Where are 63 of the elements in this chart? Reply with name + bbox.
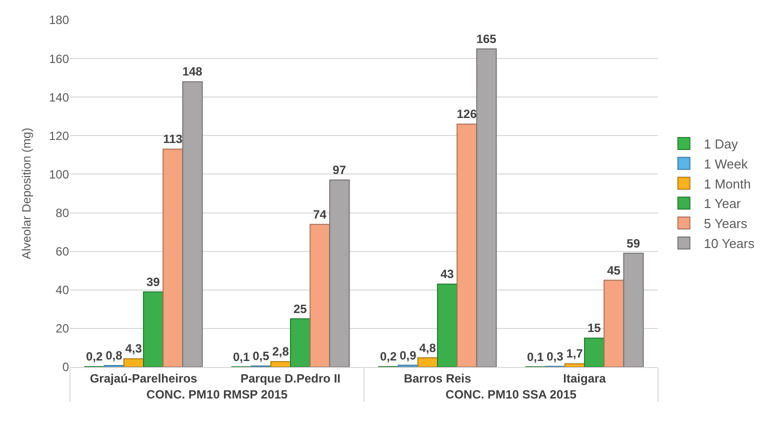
data-label: 126: [456, 107, 478, 122]
data-label: 0,5: [252, 349, 270, 364]
data-label: 113: [163, 132, 183, 146]
data-label: 0,2: [380, 350, 398, 364]
legend-label: 1 Month: [704, 176, 751, 192]
bar: [329, 180, 350, 367]
bar: [143, 291, 164, 367]
data-label: 0,2: [86, 350, 104, 364]
x-tick-label: Parque D.Pedro II: [240, 371, 341, 386]
bar: [123, 358, 144, 367]
x-tick-label: Grajaú-Parelheiros: [90, 371, 198, 386]
data-label: 4,3: [125, 342, 142, 356]
data-label: 39: [146, 274, 160, 289]
y-tick-label: 120: [48, 128, 70, 143]
data-label: 0,9: [400, 348, 417, 362]
data-label: 25: [293, 302, 308, 316]
data-label: 0,8: [106, 348, 123, 362]
bar: [310, 224, 330, 367]
legend-label: 5 Years: [704, 216, 748, 232]
data-label: 0,1: [232, 350, 250, 364]
data-label: 148: [182, 64, 203, 79]
bar: [417, 357, 438, 367]
text: CONC. PM10 RMSP 2015: [146, 387, 288, 402]
y-tick-label: 40: [56, 283, 70, 298]
x-tick-label: Barros Reis: [404, 371, 472, 386]
bar: [437, 284, 458, 367]
legend-label: 1 Day: [704, 136, 738, 152]
legend-label: 10 Years: [704, 236, 755, 252]
bar: [584, 338, 605, 367]
legend-label: 1 Year: [704, 196, 742, 212]
data-label: 0,1: [526, 350, 544, 364]
bar: [476, 48, 497, 367]
text: CONC. PM10 SSA 2015: [446, 387, 577, 402]
data-label: 4,8: [419, 340, 436, 355]
data-label: 45: [607, 263, 621, 278]
data-label: 15: [587, 321, 602, 336]
y-tick-label: 80: [56, 206, 70, 220]
y-tick-label: 20: [56, 322, 70, 336]
bar: [162, 148, 184, 367]
bar: [290, 318, 311, 367]
bar: [456, 124, 478, 367]
data-label: 43: [440, 267, 454, 282]
bar: [182, 81, 203, 367]
data-label: 2,8: [272, 344, 290, 359]
x-tick-label: Itaigara: [563, 371, 606, 386]
bar: [623, 252, 644, 367]
y-tick-label: 60: [56, 244, 70, 259]
y-tick-label: 0: [62, 360, 70, 374]
y-tick-label: 160: [48, 52, 70, 66]
data-label: 1,7: [566, 346, 584, 361]
data-label: 0,3: [546, 349, 564, 364]
data-label: 165: [476, 32, 497, 46]
y-tick-label: 180: [48, 13, 70, 28]
data-label: 74: [313, 207, 327, 222]
legend-label: 1 Week: [704, 156, 748, 172]
y-tick-label: 100: [48, 167, 70, 182]
data-label: 59: [626, 236, 640, 250]
y-tick-label: 140: [48, 90, 70, 104]
bar: [604, 280, 624, 367]
data-label: 97: [332, 163, 346, 178]
bar: [270, 361, 291, 367]
y-axis-title: Alveolar Deposition (mg): [19, 128, 34, 260]
bar: [564, 363, 585, 367]
